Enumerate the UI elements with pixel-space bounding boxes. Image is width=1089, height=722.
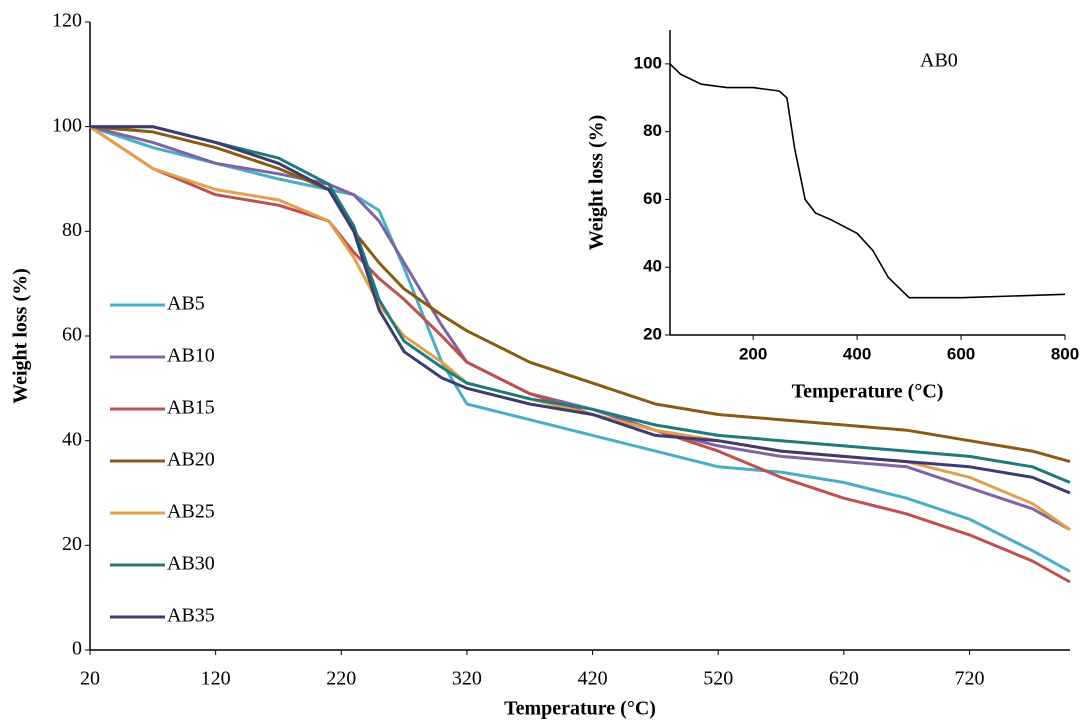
x-tick-label: 720 [954,668,984,690]
legend-label: AB20 [167,449,215,471]
y-tick-label: 80 [62,219,82,241]
x-tick-label: 120 [201,668,231,690]
x-tick-label: 620 [829,668,859,690]
legend-label: AB30 [167,553,215,575]
x-tick-label: 400 [843,344,871,363]
y-tick-label: 100 [52,114,82,136]
y-tick-label: 100 [634,53,662,72]
legend-label: AB5 [167,293,205,315]
y-tick-label: 120 [52,10,82,32]
y-axis-label: Weight loss (%) [10,268,32,404]
series-line [90,125,1071,484]
legend-label: AB15 [167,397,215,419]
x-axis-label: Temperature (°C) [792,381,944,403]
y-tick-label: 80 [643,121,662,140]
series-line [89,125,1071,584]
x-tick-label: 800 [1051,344,1079,363]
y-tick-label: 0 [72,638,82,660]
series-line [669,63,1066,299]
y-tick-label: 60 [62,324,82,346]
x-tick-label: 420 [578,668,608,690]
legend-label: AB35 [167,605,215,627]
legend-label: AB25 [167,501,215,523]
x-tick-label: 220 [326,668,356,690]
x-tick-label: 520 [703,668,733,690]
x-axis-label: Temperature (°C) [504,698,656,720]
annotation: AB0 [920,50,958,72]
x-tick-label: 320 [452,668,482,690]
x-tick-label: 200 [739,344,767,363]
y-axis-label: Weight loss (%) [586,115,608,251]
series-line [89,125,1071,464]
y-tick-label: 60 [643,189,662,208]
legend-label: AB10 [167,345,215,367]
inset-background [670,30,1065,335]
y-tick-label: 40 [643,257,662,276]
y-tick-label: 20 [643,324,662,343]
x-tick-label: 20 [80,668,100,690]
series-line [89,125,1071,573]
y-tick-label: 40 [62,428,82,450]
series-line [90,125,1071,495]
x-tick-label: 600 [947,344,975,363]
y-tick-label: 20 [62,533,82,555]
